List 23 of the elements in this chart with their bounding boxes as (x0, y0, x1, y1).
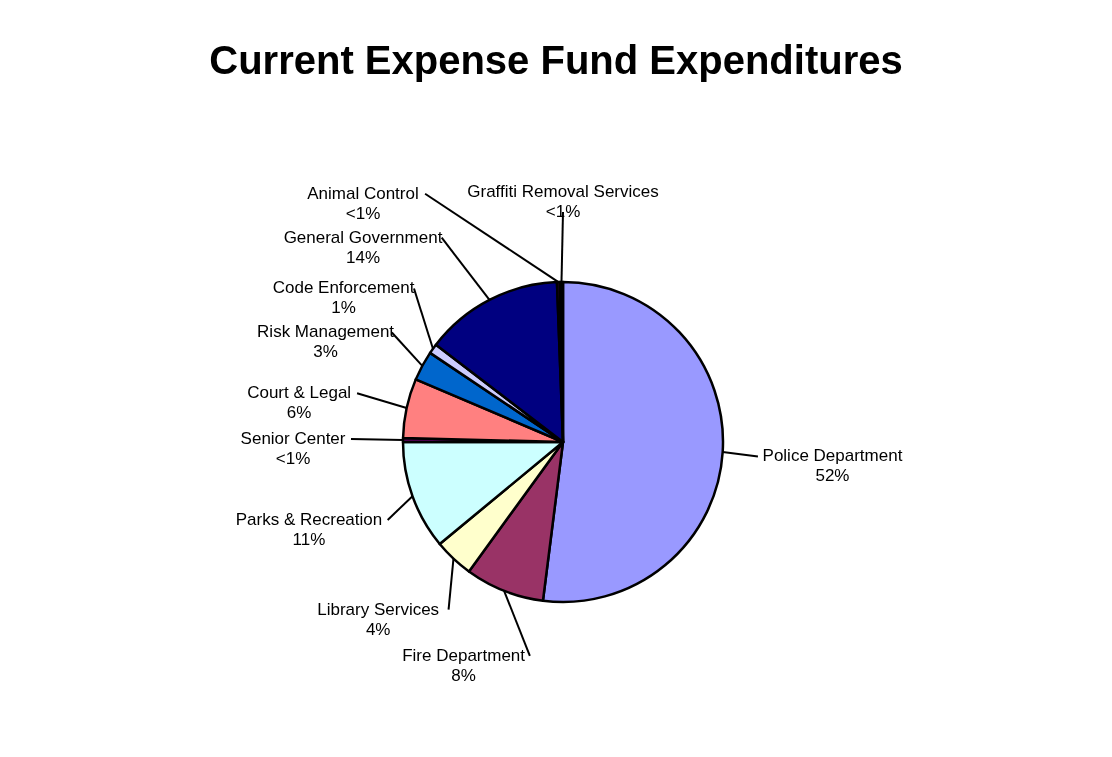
data-label: 8% (451, 665, 476, 685)
slice-label: Fire Department (402, 645, 526, 665)
slice-label: Police Department (762, 446, 903, 466)
data-label: 6% (286, 403, 312, 423)
data-label: <1% (345, 203, 381, 223)
chart-title: Current Expense Fund Expenditures (209, 38, 903, 82)
slice-label: Library Services (317, 599, 440, 619)
slice-label: General Government (283, 227, 443, 247)
data-label: 1% (331, 298, 356, 318)
slice-label: Risk Management (257, 322, 395, 342)
slice-label: Code Enforcement (272, 278, 415, 298)
slice-label: Animal Control (307, 183, 419, 203)
data-label: 3% (313, 342, 338, 362)
data-label: 14% (345, 247, 381, 267)
slice-label: Parks & Recreation (235, 509, 383, 529)
slice-label: Court & Legal (247, 383, 352, 403)
data-label: 11% (292, 529, 326, 549)
data-label: <1% (275, 449, 311, 469)
slice-label: Graffiti Removal Services (467, 182, 659, 201)
data-label: 52% (815, 466, 850, 486)
data-label: 4% (365, 619, 391, 639)
slice-label: Senior Center (240, 429, 346, 449)
data-label: <1% (545, 202, 581, 221)
